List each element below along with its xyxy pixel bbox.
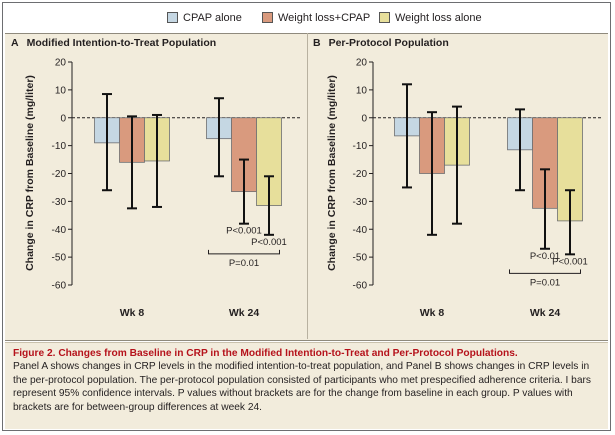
panel-divider	[307, 33, 308, 339]
error-bar-cpap-alone-wk-8	[102, 93, 112, 192]
legend-swatch-weight-loss-alone	[379, 12, 390, 23]
y-tick-label: -50	[353, 253, 368, 264]
legend-swatch-cpap-alone	[167, 12, 178, 23]
bracket-p-value-label: P=0.01	[530, 277, 560, 288]
y-tick-label: 20	[356, 58, 368, 69]
error-bar-weight-loss-alone-wk-8	[452, 105, 462, 225]
y-tick-label: -40	[52, 225, 67, 236]
x-tick-label-wk-8: Wk 8	[120, 307, 145, 319]
p-value-annotation: P<0.001	[251, 237, 287, 248]
y-tick-label: -10	[52, 141, 67, 152]
p-value-annotation: P<0.001	[552, 256, 588, 267]
y-tick-label: 10	[356, 85, 368, 96]
p-value-annotation: P<0.001	[226, 226, 262, 237]
panel-b-title-text: Per-Protocol Population	[328, 37, 449, 49]
panels-background	[5, 33, 608, 341]
y-tick-label: -20	[52, 169, 67, 180]
caption-figure-label: Figure 2.	[13, 348, 56, 359]
panel-b-chart: 20 10 0 -10 -20 -30 -40 -50 -60 Wk 8 Wk 24 P<0.01P<…	[353, 58, 603, 319]
y-tick-label: -50	[52, 253, 67, 264]
y-tick-label: -40	[353, 225, 368, 236]
panel-b-letter: B	[313, 37, 321, 49]
y-tick-label: -20	[353, 169, 368, 180]
error-bar-cpap-alone-wk-8	[402, 83, 412, 189]
y-tick-label: -60	[52, 281, 67, 292]
y-tick-label: 20	[55, 58, 67, 69]
error-bar-weight-loss-cpap-wk-8	[127, 115, 137, 210]
y-tick-label: -60	[353, 281, 368, 292]
y-tick-label: -10	[353, 141, 368, 152]
error-bar-cpap-alone-wk-24	[515, 108, 525, 192]
panel-b-title: B Per-Protocol Population	[313, 37, 449, 49]
error-bar-weight-loss-alone-wk-24	[565, 189, 575, 256]
bracket-p-value-label: P=0.01	[229, 258, 259, 269]
legend-swatch-weight-loss-cpap	[262, 12, 273, 23]
error-bar-weight-loss-alone-wk-8	[152, 113, 162, 208]
caption-body: Panel A shows changes in CRP levels in t…	[13, 361, 592, 413]
error-bar-cpap-alone-wk-24	[214, 97, 224, 178]
error-bar-weight-loss-cpap-wk-8	[427, 111, 437, 236]
legend-label-cpap-alone: CPAP alone	[183, 12, 242, 24]
p-value-annotation: P<0.01	[530, 251, 560, 262]
y-tick-label: 0	[60, 113, 66, 124]
y-tick-label: 0	[361, 113, 367, 124]
legend-label-weight-loss-cpap: Weight loss+CPAP	[278, 12, 371, 24]
panel-a-title: A Modified Intention-to-Treat Population	[11, 37, 216, 49]
legend: CPAP alone Weight loss+CPAP Weight loss …	[0, 8, 615, 28]
panel-a-letter: A	[11, 37, 19, 49]
figure-caption: Figure 2. Changes from Baseline in CRP i…	[13, 347, 603, 414]
error-bar-weight-loss-cpap-wk-24	[540, 168, 550, 250]
error-bar-weight-loss-alone-wk-24	[264, 175, 274, 236]
panel-a-title-text: Modified Intention-to-Treat Population	[26, 37, 217, 49]
between-group-bracket	[509, 269, 581, 274]
error-bar-weight-loss-cpap-wk-24	[239, 158, 249, 225]
x-tick-label-wk-24: Wk 24	[530, 307, 561, 319]
x-tick-label-wk-24: Wk 24	[229, 307, 260, 319]
y-tick-label: 10	[55, 85, 67, 96]
between-group-bracket	[208, 249, 280, 255]
legend-label-weight-loss-alone: Weight loss alone	[395, 12, 482, 24]
caption-title: Changes from Baseline in CRP in the Modi…	[58, 348, 518, 359]
y-tick-label: -30	[52, 197, 67, 208]
x-tick-label-wk-8: Wk 8	[420, 307, 445, 319]
y-tick-label: -30	[353, 197, 368, 208]
caption-box: Figure 2. Changes from Baseline in CRP i…	[5, 342, 608, 429]
